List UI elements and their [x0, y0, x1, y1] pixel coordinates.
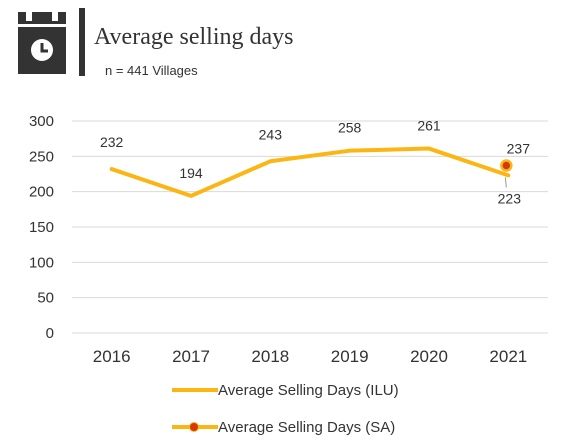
data-label-sa: 237: [507, 141, 531, 157]
legend-label-sa: Average Selling Days (SA): [218, 418, 396, 436]
y-tick-label: 300: [29, 113, 54, 130]
x-tick-label: 2016: [93, 347, 131, 366]
x-tick-label: 2021: [489, 347, 527, 366]
title-divider: [79, 8, 85, 76]
legend-label-ilu: Average Selling Days (ILU): [218, 381, 399, 399]
x-tick-label: 2017: [172, 347, 210, 366]
data-label-ilu: 243: [259, 126, 283, 142]
y-tick-label: 200: [29, 184, 54, 201]
data-label-ilu: 232: [100, 134, 124, 150]
leader-line: [504, 177, 507, 188]
legend-swatch-ilu: [172, 380, 218, 400]
y-tick-label: 150: [29, 219, 54, 236]
series-marker-sa: [500, 159, 513, 172]
data-label-ilu: 223: [498, 190, 522, 206]
data-label-ilu: 258: [338, 120, 362, 136]
x-tick-label: 2020: [410, 347, 448, 366]
x-tick-label: 2019: [331, 347, 369, 366]
data-label-ilu: 261: [417, 118, 441, 134]
page-title: Average selling days: [94, 24, 294, 50]
y-tick-label: 100: [29, 254, 54, 271]
sample-size-note: n = 441 Villages: [105, 63, 198, 78]
y-tick-label: 50: [37, 290, 54, 307]
legend-item-ilu: Average Selling Days (ILU): [172, 380, 552, 400]
series-line-ilu: [109, 146, 511, 198]
legend-item-sa: Average Selling Days (SA): [172, 417, 552, 437]
x-tick-label: 2018: [251, 347, 289, 366]
data-label-ilu: 194: [179, 165, 203, 181]
y-tick-label: 250: [29, 148, 54, 165]
calendar-clock-icon: [18, 12, 66, 74]
legend-swatch-sa: [172, 417, 218, 437]
y-tick-label: 0: [46, 325, 54, 342]
